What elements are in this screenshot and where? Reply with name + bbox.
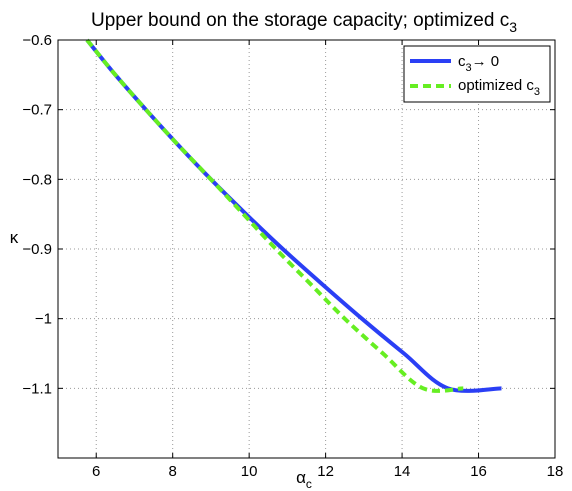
x-tick-label: 8 [169, 463, 177, 480]
ticks: 6 8 10 12 14 16 18 −0.6 −0.7 −0.8 −0.9 −1 −1.1 [22, 32, 563, 480]
chart-title-subscript: 3 [509, 19, 517, 35]
x-axis-label: αc [296, 468, 312, 491]
x-tick-label: 6 [92, 463, 100, 480]
legend-entry-optimized-c3: optimized c3 [458, 77, 540, 98]
y-tick-label: −0.9 [22, 241, 52, 258]
series-layer [85, 38, 502, 393]
x-tick-label: 16 [470, 463, 487, 480]
x-tick-label: 14 [394, 463, 411, 480]
grid [58, 40, 555, 458]
y-tick-label: −0.6 [22, 32, 52, 49]
legend-label-c3-to-0-suffix: → 0 [472, 53, 500, 70]
chart-title: Upper bound on the storage capacity; opt… [91, 10, 517, 35]
series-line-c3-to-0 [85, 38, 502, 393]
y-tick-label: −0.7 [22, 102, 52, 119]
legend-label-optimized-c3-subscript: 3 [534, 86, 540, 98]
legend-box [403, 45, 551, 103]
x-axis-label-subscript: c [306, 477, 312, 491]
y-tick-label: −1.1 [22, 380, 52, 397]
x-axis-label-main: α [296, 468, 306, 487]
legend: c3→ 0 optimized c3 [403, 45, 551, 103]
legend-label-c3-to-0: c [458, 53, 466, 70]
y-tick-label: −0.8 [22, 171, 52, 188]
x-tick-label: 12 [317, 463, 334, 480]
x-tick-label: 10 [241, 463, 258, 480]
legend-entry-c3-to-0: c3→ 0 [458, 53, 499, 74]
series-line-optimized-c3 [85, 38, 464, 393]
x-tick-label: 18 [547, 463, 564, 480]
y-tick-label: −1 [35, 311, 52, 328]
legend-label-optimized-c3: optimized c [458, 77, 534, 94]
y-axis-label: κ [10, 228, 19, 247]
legend-label-c3-to-0-subscript: 3 [466, 62, 472, 74]
chart-title-main: Upper bound on the storage capacity; opt… [91, 10, 509, 31]
